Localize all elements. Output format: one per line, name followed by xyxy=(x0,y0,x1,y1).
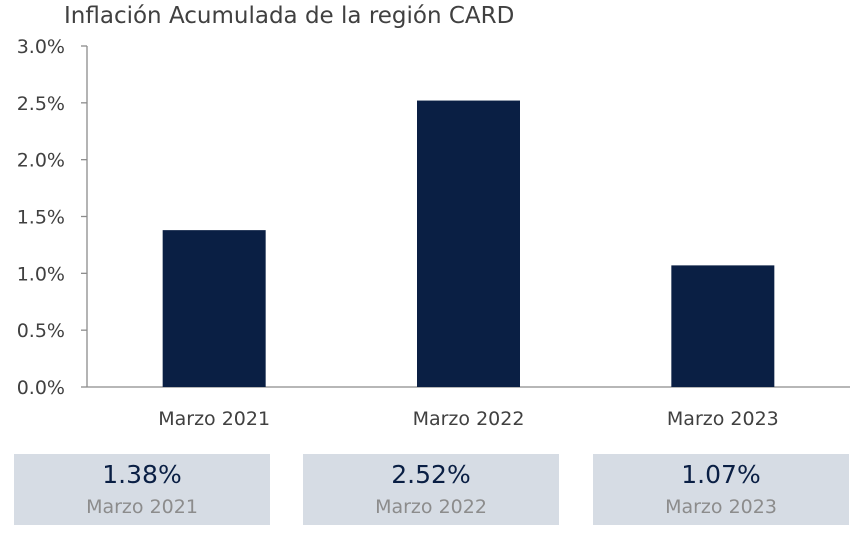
summary-value: 2.52% xyxy=(391,460,471,489)
y-tick-label: 1.0% xyxy=(17,263,65,285)
y-tick-label: 0.0% xyxy=(17,377,65,399)
chart-title: Inflación Acumulada de la región CARD xyxy=(64,3,514,29)
y-tick-label: 2.0% xyxy=(17,150,65,172)
summary-label: Marzo 2023 xyxy=(665,496,777,518)
summary-value: 1.07% xyxy=(681,460,761,489)
y-tick-label: 1.5% xyxy=(17,207,65,229)
summary-box-3: 1.07% Marzo 2023 xyxy=(593,454,849,525)
bar-2 xyxy=(417,100,520,387)
y-tick-label: 2.5% xyxy=(17,93,65,115)
bar-chart: Inflación Acumulada de la región CARD 0.… xyxy=(17,3,850,430)
bar-1 xyxy=(162,230,266,387)
y-tick-label: 0.5% xyxy=(17,320,65,342)
summary-box-2: 2.52% Marzo 2022 xyxy=(303,454,559,525)
bars xyxy=(162,100,775,387)
x-category-label: Marzo 2023 xyxy=(667,408,779,430)
summary-label: Marzo 2022 xyxy=(375,496,487,518)
x-axis-labels: Marzo 2021 Marzo 2022 Marzo 2023 xyxy=(158,408,779,430)
summary-value: 1.38% xyxy=(102,460,182,489)
x-category-label: Marzo 2022 xyxy=(413,408,525,430)
y-tick-label: 3.0% xyxy=(17,36,65,58)
bar-3 xyxy=(671,265,775,387)
summary-box-1: 1.38% Marzo 2021 xyxy=(14,454,270,525)
x-category-label: Marzo 2021 xyxy=(158,408,270,430)
summary-label: Marzo 2021 xyxy=(86,496,198,518)
